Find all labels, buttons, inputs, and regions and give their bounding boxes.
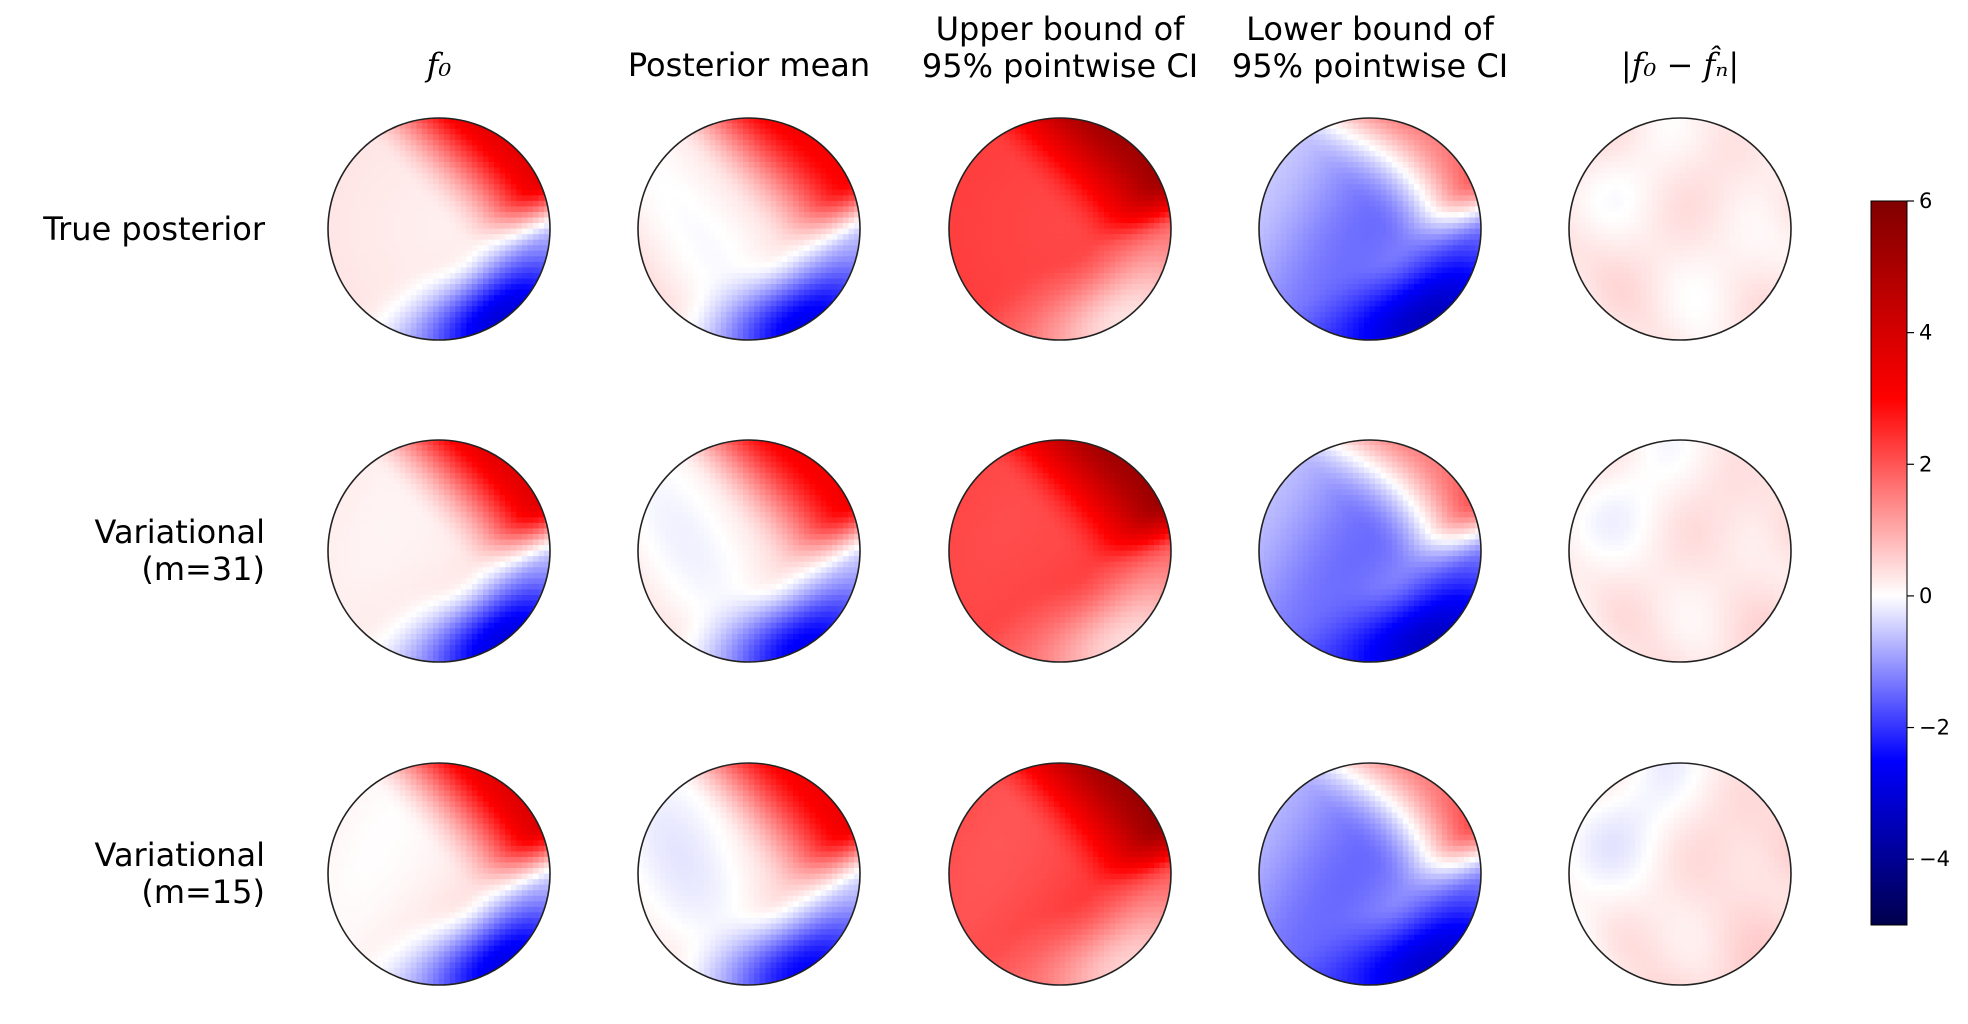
panel-var15-abs_error	[1569, 763, 1791, 985]
row-label-var31-line-2: (m=31)	[141, 550, 265, 588]
column-title-f0: f₀	[425, 46, 452, 84]
colorbar-tick-label: 0	[1919, 584, 1932, 608]
panel-outline-var31-lower	[1258, 439, 1482, 663]
column-title-abs_error: |f₀ − f̂ₙ|	[1621, 45, 1739, 84]
colorbar: 6 4 2 0 −2 −4	[1870, 189, 1950, 926]
panel-outline-var31-mean	[637, 439, 861, 663]
panel-var15-lower	[1259, 763, 1481, 985]
colorbar-tick-label: 4	[1919, 321, 1932, 345]
panel-outline-var15-mean	[637, 762, 861, 986]
colorbar-tick-label: −4	[1919, 847, 1950, 871]
panel-outline-true-abs_error	[1568, 117, 1792, 341]
colorbar-tick-label: −2	[1919, 716, 1950, 740]
row-label-true: True posterior	[42, 210, 266, 248]
panel-outline-true-f0	[327, 117, 551, 341]
panel-outline-var15-abs_error	[1568, 762, 1792, 986]
colorbar-gradient	[1870, 200, 1908, 926]
column-title-upper-line-2: 95% pointwise CI	[922, 47, 1198, 85]
panel-outline-var31-upper	[948, 439, 1172, 663]
panel-outline-var31-f0	[327, 439, 551, 663]
panel-outline-var15-lower	[1258, 762, 1482, 986]
panel-true-abs_error	[1569, 118, 1791, 340]
panel-outline-var15-f0	[327, 762, 551, 986]
colorbar-tick-label: 6	[1919, 189, 1932, 213]
row-labels: True posteriorVariational(m=31)Variation…	[42, 210, 266, 911]
panel-var15-f0	[328, 763, 550, 985]
row-label-var15-line-2: (m=15)	[141, 873, 265, 911]
column-title-lower-line-2: 95% pointwise CI	[1232, 47, 1508, 85]
column-title-mean: Posterior mean	[628, 46, 870, 84]
row-label-var15-line-1: Variational	[95, 836, 265, 874]
panel-var31-mean	[638, 440, 860, 662]
panel-outline-true-mean	[637, 117, 861, 341]
colorbar-tick-label: 2	[1919, 452, 1932, 476]
panel-true-mean	[638, 118, 860, 340]
panel-outline-var15-upper	[948, 762, 1172, 986]
panels	[327, 117, 1792, 986]
panel-outline-var31-abs_error	[1568, 439, 1792, 663]
panel-outline-true-lower	[1258, 117, 1482, 341]
column-title-lower-line-1: Lower bound of	[1246, 10, 1495, 48]
column-title-upper-line-1: Upper bound of	[936, 10, 1186, 48]
panel-outline-true-upper	[948, 117, 1172, 341]
row-label-var31-line-1: Variational	[95, 513, 265, 551]
panel-true-upper	[949, 118, 1171, 340]
